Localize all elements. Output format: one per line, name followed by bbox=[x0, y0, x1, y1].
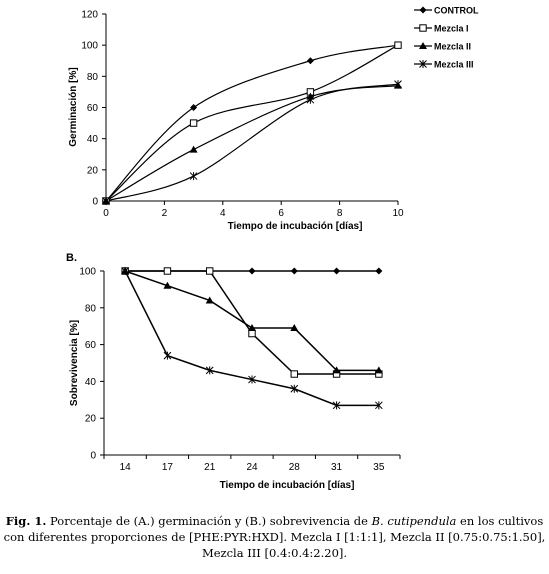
chart-b-point-mezcla-i bbox=[163, 267, 172, 275]
chart-b-x-tick-label: 14 bbox=[120, 462, 132, 473]
chart-b-point-control bbox=[375, 267, 383, 275]
chart-a-y-tick-label: 60 bbox=[87, 103, 99, 114]
chart-b-x-tick-label: 21 bbox=[204, 462, 216, 473]
chart-b-line-mezcla-iii bbox=[124, 270, 379, 407]
chart-a-point-control bbox=[306, 57, 314, 65]
chart-b-y-tick-label: 60 bbox=[85, 340, 97, 351]
chart-a-y-axis-title: Germinación [%] bbox=[68, 67, 79, 146]
chart-b-point-mezcla-ii bbox=[290, 324, 299, 332]
legend-item-control: CONTROL bbox=[414, 6, 479, 16]
caption-text-2: en los cultivos con diferentes proporcio… bbox=[3, 514, 546, 560]
chart-a-point-mezcla-ii bbox=[189, 145, 198, 153]
chart-b-point-mezcla-iii bbox=[205, 366, 214, 375]
chart-b-point-mezcla-ii bbox=[332, 366, 341, 374]
chart-b-point-mezcla-ii bbox=[374, 366, 383, 374]
chart-b-survival: B. 0 20 40 60 80 100 14 17 21 24 28 31 35 Tiempo de … bbox=[66, 252, 401, 491]
chart-a-point-mezcla-i bbox=[394, 41, 402, 49]
chart-b-x-tick-label: 24 bbox=[246, 462, 258, 473]
chart-b-point-mezcla-i bbox=[206, 267, 214, 275]
legend-item-mezcla-ii: Mezcla II bbox=[414, 42, 471, 52]
chart-b-x-tick-label: 17 bbox=[162, 462, 174, 473]
chart-b-point-control bbox=[248, 267, 256, 275]
chart-b-point-mezcla-ii bbox=[163, 281, 172, 289]
chart-b-point-mezcla-iii bbox=[332, 401, 341, 410]
chart-a-y-tick-label: 0 bbox=[92, 197, 98, 208]
chart-b-y-tick-label: 0 bbox=[90, 451, 96, 462]
chart-a-point-mezcla-iii bbox=[102, 197, 110, 205]
chart-b-point-mezcla-iii bbox=[163, 351, 172, 360]
chart-a-point-mezcla-iii bbox=[189, 172, 198, 181]
chart-b-point-mezcla-i bbox=[248, 329, 256, 338]
chart-b-point-mezcla-iii bbox=[290, 384, 299, 393]
chart-a-y-tick-label: 20 bbox=[87, 165, 99, 176]
chart-a-x-tick-label: 8 bbox=[337, 208, 343, 219]
legend-label-control: CONTROL bbox=[434, 6, 479, 16]
chart-b-y-tick-label: 40 bbox=[85, 377, 97, 388]
chart-b-point-mezcla-i bbox=[290, 370, 298, 378]
chart-b-line-mezcla-ii bbox=[124, 270, 379, 372]
legend-marker-control bbox=[419, 6, 427, 14]
chart-b-x-tick-label: 35 bbox=[373, 462, 385, 473]
chart-b-x-tick-label: 31 bbox=[331, 462, 343, 473]
caption-label: Fig. 1. bbox=[5, 514, 47, 528]
chart-a-line-mezcla-iii bbox=[105, 83, 399, 202]
chart-a-x-tick-label: 6 bbox=[278, 208, 284, 219]
chart-a-point-mezcla-i bbox=[189, 119, 198, 127]
chart-a-legend: CONTROL Mezcla I Mezcla II Mezcla III bbox=[414, 6, 479, 70]
caption-species: B. cutipendula bbox=[371, 514, 457, 528]
chart-a-y-tick-label: 120 bbox=[81, 10, 98, 21]
chart-b-point-control bbox=[333, 267, 341, 275]
chart-b-y-tick-label: 20 bbox=[85, 414, 97, 425]
legend-marker-mezcla-i bbox=[419, 24, 427, 32]
chart-b-point-mezcla-ii bbox=[205, 296, 214, 304]
chart-a-x-axis-title: Tiempo de incubación [días] bbox=[228, 221, 363, 232]
chart-a-y-tick-label: 100 bbox=[81, 41, 98, 52]
chart-b-x-axis-title: Tiempo de incubación [días] bbox=[220, 480, 355, 491]
chart-a-x-tick-label: 2 bbox=[162, 208, 168, 219]
chart-b-point-mezcla-ii bbox=[248, 324, 256, 332]
chart-b-point-mezcla-iii bbox=[375, 401, 383, 410]
chart-a-x-tick-label: 0 bbox=[103, 208, 109, 219]
caption-text-1: Porcentaje de (A.) germinación y (B.) so… bbox=[46, 514, 372, 528]
chart-a-x-tick-label: 10 bbox=[392, 208, 404, 219]
chart-b-x-tick-label: 28 bbox=[289, 462, 301, 473]
chart-b-line-mezcla-i bbox=[125, 270, 379, 375]
legend-item-mezcla-iii: Mezcla III bbox=[414, 60, 474, 70]
chart-a-point-mezcla-iii bbox=[394, 80, 402, 89]
chart-b-point-mezcla-iii bbox=[248, 375, 256, 384]
chart-a-line-mezcla-i bbox=[105, 44, 399, 202]
chart-a-line-mezcla-ii bbox=[105, 85, 399, 202]
chart-b-panel-label: B. bbox=[66, 252, 77, 264]
chart-b-point-mezcla-iii bbox=[121, 267, 129, 275]
chart-a-line-control bbox=[105, 44, 399, 202]
figure-caption: Fig. 1. Porcentaje de (A.) germinación y… bbox=[0, 513, 549, 561]
chart-a-y-tick-label: 40 bbox=[87, 134, 99, 145]
chart-a-germination: 0 20 40 60 80 100 120 0 2 4 6 8 10 Tiempo de incubac… bbox=[68, 6, 479, 233]
legend-marker-mezcla-ii bbox=[419, 42, 427, 49]
chart-a-point-control bbox=[190, 104, 198, 111]
chart-a-point-mezcla-iii bbox=[306, 95, 315, 104]
chart-b-point-control bbox=[290, 267, 298, 275]
chart-a-x-tick-label: 4 bbox=[220, 208, 226, 219]
chart-a-y-tick-label: 80 bbox=[87, 72, 99, 83]
legend-label-mezcla-iii: Mezcla III bbox=[434, 60, 474, 70]
legend-label-mezcla-ii: Mezcla II bbox=[434, 42, 471, 52]
legend-item-mezcla-i: Mezcla I bbox=[414, 24, 469, 34]
chart-b-y-axis-title: Sobrevivencia [%] bbox=[69, 320, 80, 406]
chart-b-y-tick-label: 100 bbox=[79, 267, 96, 278]
legend-marker-mezcla-iii bbox=[419, 60, 427, 68]
chart-b-y-tick-label: 80 bbox=[85, 303, 97, 314]
legend-label-mezcla-i: Mezcla I bbox=[434, 24, 469, 34]
